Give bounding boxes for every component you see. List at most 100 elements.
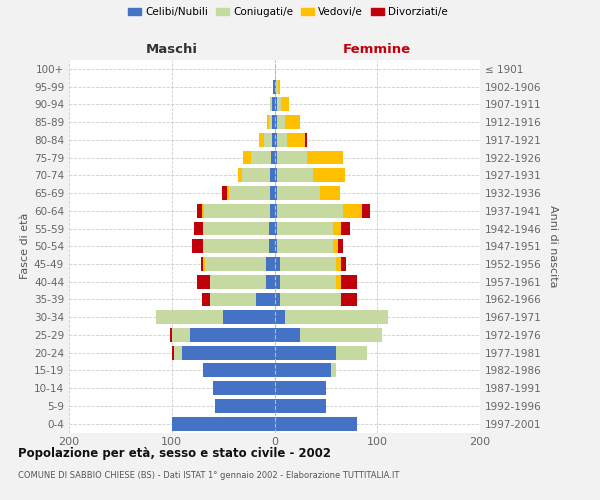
Bar	[280, 292, 341, 306]
Bar	[194, 222, 203, 235]
Bar	[182, 346, 275, 360]
Bar	[264, 133, 272, 146]
Bar	[172, 346, 174, 360]
Bar	[275, 80, 278, 94]
Bar	[271, 150, 275, 164]
Bar	[280, 257, 336, 271]
Bar	[259, 133, 264, 146]
Bar	[157, 310, 223, 324]
Bar	[202, 204, 203, 218]
Bar	[277, 186, 320, 200]
Bar	[272, 115, 275, 129]
Bar	[341, 275, 357, 288]
Bar	[275, 222, 277, 235]
Bar	[203, 204, 271, 218]
Bar	[336, 257, 341, 271]
Bar	[172, 416, 275, 430]
Bar	[275, 168, 277, 182]
Bar	[277, 150, 307, 164]
Bar	[266, 275, 275, 288]
Bar	[285, 115, 300, 129]
Bar	[341, 222, 350, 235]
Bar	[210, 275, 266, 288]
Bar	[275, 98, 277, 112]
Bar	[197, 204, 202, 218]
Bar	[275, 257, 280, 271]
Bar	[341, 292, 357, 306]
Bar	[269, 222, 275, 235]
Bar	[172, 328, 190, 342]
Bar	[227, 186, 229, 200]
Bar	[343, 204, 362, 218]
Text: Femmine: Femmine	[343, 44, 412, 57]
Bar	[278, 80, 280, 94]
Bar	[268, 115, 269, 129]
Bar	[275, 275, 280, 288]
Bar	[338, 240, 343, 253]
Bar	[251, 150, 271, 164]
Bar	[271, 186, 275, 200]
Bar	[272, 133, 275, 146]
Text: COMUNE DI SABBIO CHIESE (BS) - Dati ISTAT 1° gennaio 2002 - Elaborazione TUTTITA: COMUNE DI SABBIO CHIESE (BS) - Dati ISTA…	[18, 471, 400, 480]
Bar	[275, 310, 285, 324]
Bar	[341, 257, 346, 271]
Bar	[242, 168, 271, 182]
Y-axis label: Fasce di età: Fasce di età	[20, 213, 30, 280]
Bar	[271, 168, 275, 182]
Bar	[275, 240, 277, 253]
Bar	[190, 328, 275, 342]
Bar	[275, 133, 277, 146]
Bar	[333, 222, 341, 235]
Bar	[271, 204, 275, 218]
Bar	[336, 346, 367, 360]
Bar	[274, 80, 275, 94]
Bar	[269, 115, 272, 129]
Bar	[336, 275, 341, 288]
Bar	[256, 292, 275, 306]
Bar	[281, 98, 289, 112]
Bar	[271, 98, 272, 112]
Bar	[229, 186, 271, 200]
Legend: Celibi/Nubili, Coniugati/e, Vedovi/e, Divorziati/e: Celibi/Nubili, Coniugati/e, Vedovi/e, Di…	[124, 2, 452, 21]
Bar	[215, 399, 275, 413]
Bar	[285, 310, 388, 324]
Bar	[275, 115, 277, 129]
Bar	[277, 115, 285, 129]
Bar	[307, 150, 343, 164]
Bar	[320, 186, 340, 200]
Bar	[223, 310, 275, 324]
Bar	[210, 292, 256, 306]
Bar	[287, 133, 305, 146]
Bar	[275, 381, 326, 395]
Bar	[205, 257, 266, 271]
Bar	[174, 346, 182, 360]
Bar	[203, 240, 269, 253]
Bar	[203, 222, 269, 235]
Bar	[192, 240, 203, 253]
Text: Maschi: Maschi	[146, 44, 198, 57]
Bar	[275, 364, 331, 378]
Bar	[305, 133, 307, 146]
Bar	[277, 204, 343, 218]
Bar	[266, 257, 275, 271]
Bar	[200, 257, 203, 271]
Bar	[275, 399, 326, 413]
Bar	[275, 346, 336, 360]
Bar	[202, 292, 210, 306]
Bar	[269, 240, 275, 253]
Bar	[275, 150, 277, 164]
Bar	[203, 257, 205, 271]
Bar	[277, 168, 313, 182]
Bar	[280, 275, 336, 288]
Bar	[272, 98, 275, 112]
Bar	[275, 328, 300, 342]
Bar	[170, 328, 172, 342]
Bar	[331, 364, 336, 378]
Bar	[238, 168, 242, 182]
Bar	[275, 204, 277, 218]
Bar	[313, 168, 346, 182]
Bar	[362, 204, 370, 218]
Bar	[277, 240, 333, 253]
Bar	[213, 381, 275, 395]
Bar	[275, 292, 280, 306]
